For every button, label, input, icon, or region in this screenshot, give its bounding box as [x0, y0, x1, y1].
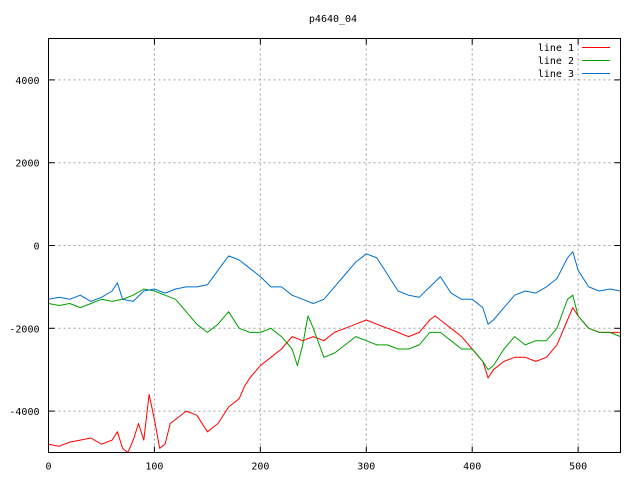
legend: line 1 line 2 line 3: [538, 43, 610, 80]
legend-label-line-1: line 1: [538, 43, 574, 54]
tick-marks: 0 100 200 300 400 500 -4000 -2000 0 2000 4000: [9, 38, 621, 473]
x-tick-label: 300: [357, 462, 375, 473]
y-tick-label: -4000: [9, 407, 39, 418]
y-tick-label: 2000: [15, 159, 39, 170]
grid: [48, 38, 621, 453]
series-line-2: [48, 288, 621, 371]
series-line-3: [48, 251, 621, 325]
y-tick-label: 0: [33, 242, 39, 253]
legend-label-line-2: line 2: [538, 56, 574, 67]
legend-label-line-3: line 3: [538, 69, 574, 80]
y-tick-label: 4000: [15, 76, 39, 87]
x-tick-label: 400: [463, 462, 481, 473]
x-tick-label: 500: [569, 462, 587, 473]
x-tick-label: 0: [45, 462, 51, 473]
series-line-1: [48, 307, 621, 453]
chart-title: p4640_04: [309, 14, 357, 25]
x-tick-label: 200: [251, 462, 269, 473]
x-tick-label: 100: [145, 462, 163, 473]
series-group: [48, 251, 621, 453]
y-tick-label: -2000: [9, 324, 39, 335]
